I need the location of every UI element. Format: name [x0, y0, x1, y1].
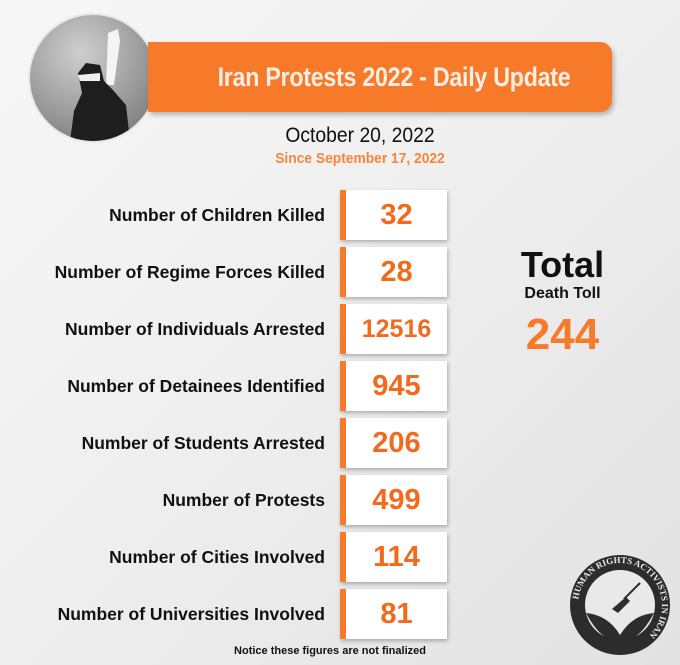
stat-value-card: 81	[340, 589, 447, 639]
stat-value-card: 499	[340, 475, 447, 525]
page-title: Iran Protests 2022 - Daily Update	[217, 61, 571, 92]
stat-value-card: 28	[340, 247, 447, 297]
stat-value-card: 32	[340, 190, 447, 240]
stat-label: Number of Detainees Identified	[67, 376, 325, 396]
stat-label: Number of Cities Involved	[109, 547, 325, 567]
total-death-toll-value: 244	[525, 310, 600, 359]
raised-fist-icon	[70, 29, 130, 141]
hrai-logo-icon: HUMAN RIGHTS ACTIVISTS IN IRAN	[570, 555, 670, 655]
stat-value-card: 114	[340, 532, 447, 582]
stat-label: Number of Students Arrested	[81, 433, 325, 453]
stat-label: Number of Individuals Arrested	[65, 319, 325, 339]
stat-value-card: 12516	[340, 304, 447, 354]
total-title: Total	[520, 244, 605, 285]
protester-photo	[30, 15, 156, 141]
since-date: Since September 17, 2022	[275, 150, 445, 167]
stat-label: Number of Regime Forces Killed	[54, 262, 325, 282]
total-subtitle: Death Toll	[524, 285, 601, 302]
report-date: October 20, 2022	[285, 124, 435, 147]
stat-label: Number of Children Killed	[109, 205, 325, 225]
title-banner: Iran Protests 2022 - Daily Update	[148, 42, 612, 112]
stat-value-card: 945	[340, 361, 447, 411]
disclaimer-notice: Notice these figures are not finalized	[234, 645, 426, 657]
stat-label: Number of Universities Involved	[57, 604, 325, 624]
stat-value-card: 206	[340, 418, 447, 468]
stat-label: Number of Protests	[162, 490, 325, 510]
